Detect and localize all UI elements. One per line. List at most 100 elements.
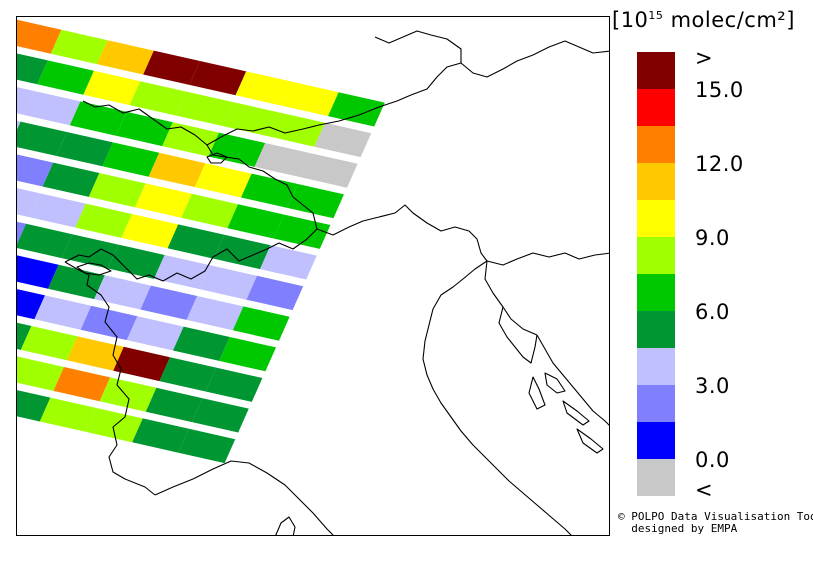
swath-pixel (254, 143, 312, 178)
swath-pixel (20, 326, 78, 361)
swath-pixel (281, 81, 339, 117)
map-canvas (17, 19, 609, 535)
swath-pixel (167, 224, 225, 259)
colorbar-label-9: 9.0 (695, 226, 730, 250)
swath-pixel (328, 92, 385, 127)
swath-pixel (42, 162, 100, 197)
coast-ligurian (154, 460, 334, 535)
swath-pixel (53, 367, 111, 402)
island-krk (544, 372, 566, 394)
border-germany-austria (206, 62, 462, 146)
swath-pixel (102, 142, 160, 177)
colorbar-swatch (637, 237, 675, 274)
swath-pixel (17, 255, 59, 289)
swath-pixel (232, 306, 290, 341)
swath-pixel (181, 193, 238, 229)
swath-pixel (23, 91, 81, 126)
swath-pixel (192, 398, 249, 433)
swath-pixel (34, 295, 92, 330)
swath-pixel (159, 357, 217, 392)
credit-line-2: designed by EMPA (618, 522, 738, 535)
swath-pixel (67, 336, 124, 371)
swath-pixel (175, 91, 233, 126)
swath-pixel (88, 173, 146, 208)
swath-pixel (268, 112, 325, 147)
colorbar-swatch (637, 459, 675, 496)
swath-pixel (113, 346, 170, 382)
swath-pixel (17, 221, 26, 245)
country-borders (64, 30, 609, 535)
swath-pixel (61, 234, 119, 269)
swath-pixel (200, 265, 257, 300)
swath-pixel (260, 245, 317, 280)
colorbar-label-15: 15.0 (695, 78, 744, 102)
colorbar-swatch (637, 422, 675, 459)
swath-pixel (178, 428, 236, 464)
swath-pixel (17, 19, 62, 54)
swath-pixel (314, 122, 372, 158)
colorbar-swatch (637, 348, 675, 385)
swath-pixel (99, 377, 157, 412)
swath-pixel (145, 387, 203, 423)
swath-pixel (17, 120, 21, 130)
swath-pixel (75, 203, 132, 238)
swath-pixel (39, 397, 97, 432)
swath-pixel (143, 50, 200, 85)
colorbar-label-12: 12.0 (695, 152, 744, 176)
colorbar (637, 52, 675, 496)
swath-pixel (273, 214, 331, 249)
swath-pixel (235, 71, 293, 106)
swath-pixel (17, 356, 18, 359)
swath-pixel (194, 163, 252, 198)
island-dugi (576, 428, 604, 454)
swath-pixel (17, 322, 32, 350)
swath-pixel (129, 81, 187, 116)
island-pag (562, 400, 590, 426)
swath-pixel (94, 275, 151, 310)
swath-pixel (107, 244, 165, 279)
swath-pixel (17, 223, 73, 259)
swath-pixel (17, 87, 35, 115)
swath-pixel (205, 367, 263, 402)
border-austria-italy (316, 204, 488, 262)
swath-pixel (135, 183, 192, 218)
swath-pixel (246, 275, 304, 311)
swath-pixel (56, 132, 113, 167)
credit-line-1: © POLPO Data Visualisation Tool (618, 510, 813, 523)
colorbar-label-above: > (695, 46, 714, 70)
swath-pixel (227, 204, 285, 239)
swath-pixel (132, 418, 189, 453)
legend-unit-exponent: 15 (648, 9, 664, 22)
border-france-italy (64, 261, 156, 496)
swath-pixel (97, 40, 154, 75)
swath-pixel (29, 193, 86, 228)
coast-croatia (536, 334, 609, 426)
swath-pixel (17, 53, 48, 85)
swath-pixel (213, 234, 271, 270)
colorbar-swatch (637, 52, 675, 89)
colorbar-swatch (637, 126, 675, 163)
swath-pixel (17, 154, 54, 187)
swath-pixel (116, 111, 173, 147)
colorbar-swatch (637, 385, 675, 422)
swath-pixel (186, 296, 244, 331)
border-czech (374, 30, 462, 63)
lake-constance (206, 152, 228, 164)
swath-pixel (17, 121, 67, 156)
coast-istria (498, 306, 538, 364)
swath-pixel (189, 61, 247, 96)
swath-pixel (173, 326, 230, 361)
swath-pixel (126, 316, 184, 351)
swath-pixel (17, 356, 64, 391)
colorbar-label-3: 3.0 (695, 374, 730, 398)
island-cres (528, 376, 546, 410)
colorbar-label-below: < (695, 478, 714, 502)
swath-pixel (80, 305, 138, 341)
swath-pixel (300, 153, 358, 188)
legend-title: [1015 molec/cm²] (612, 8, 812, 42)
colorbar-swatch (637, 89, 675, 126)
swath-pixel (241, 173, 298, 208)
swath-pixel (17, 188, 40, 218)
swath-pixel (162, 122, 219, 157)
colorbar-label-0: 0.0 (695, 448, 730, 472)
